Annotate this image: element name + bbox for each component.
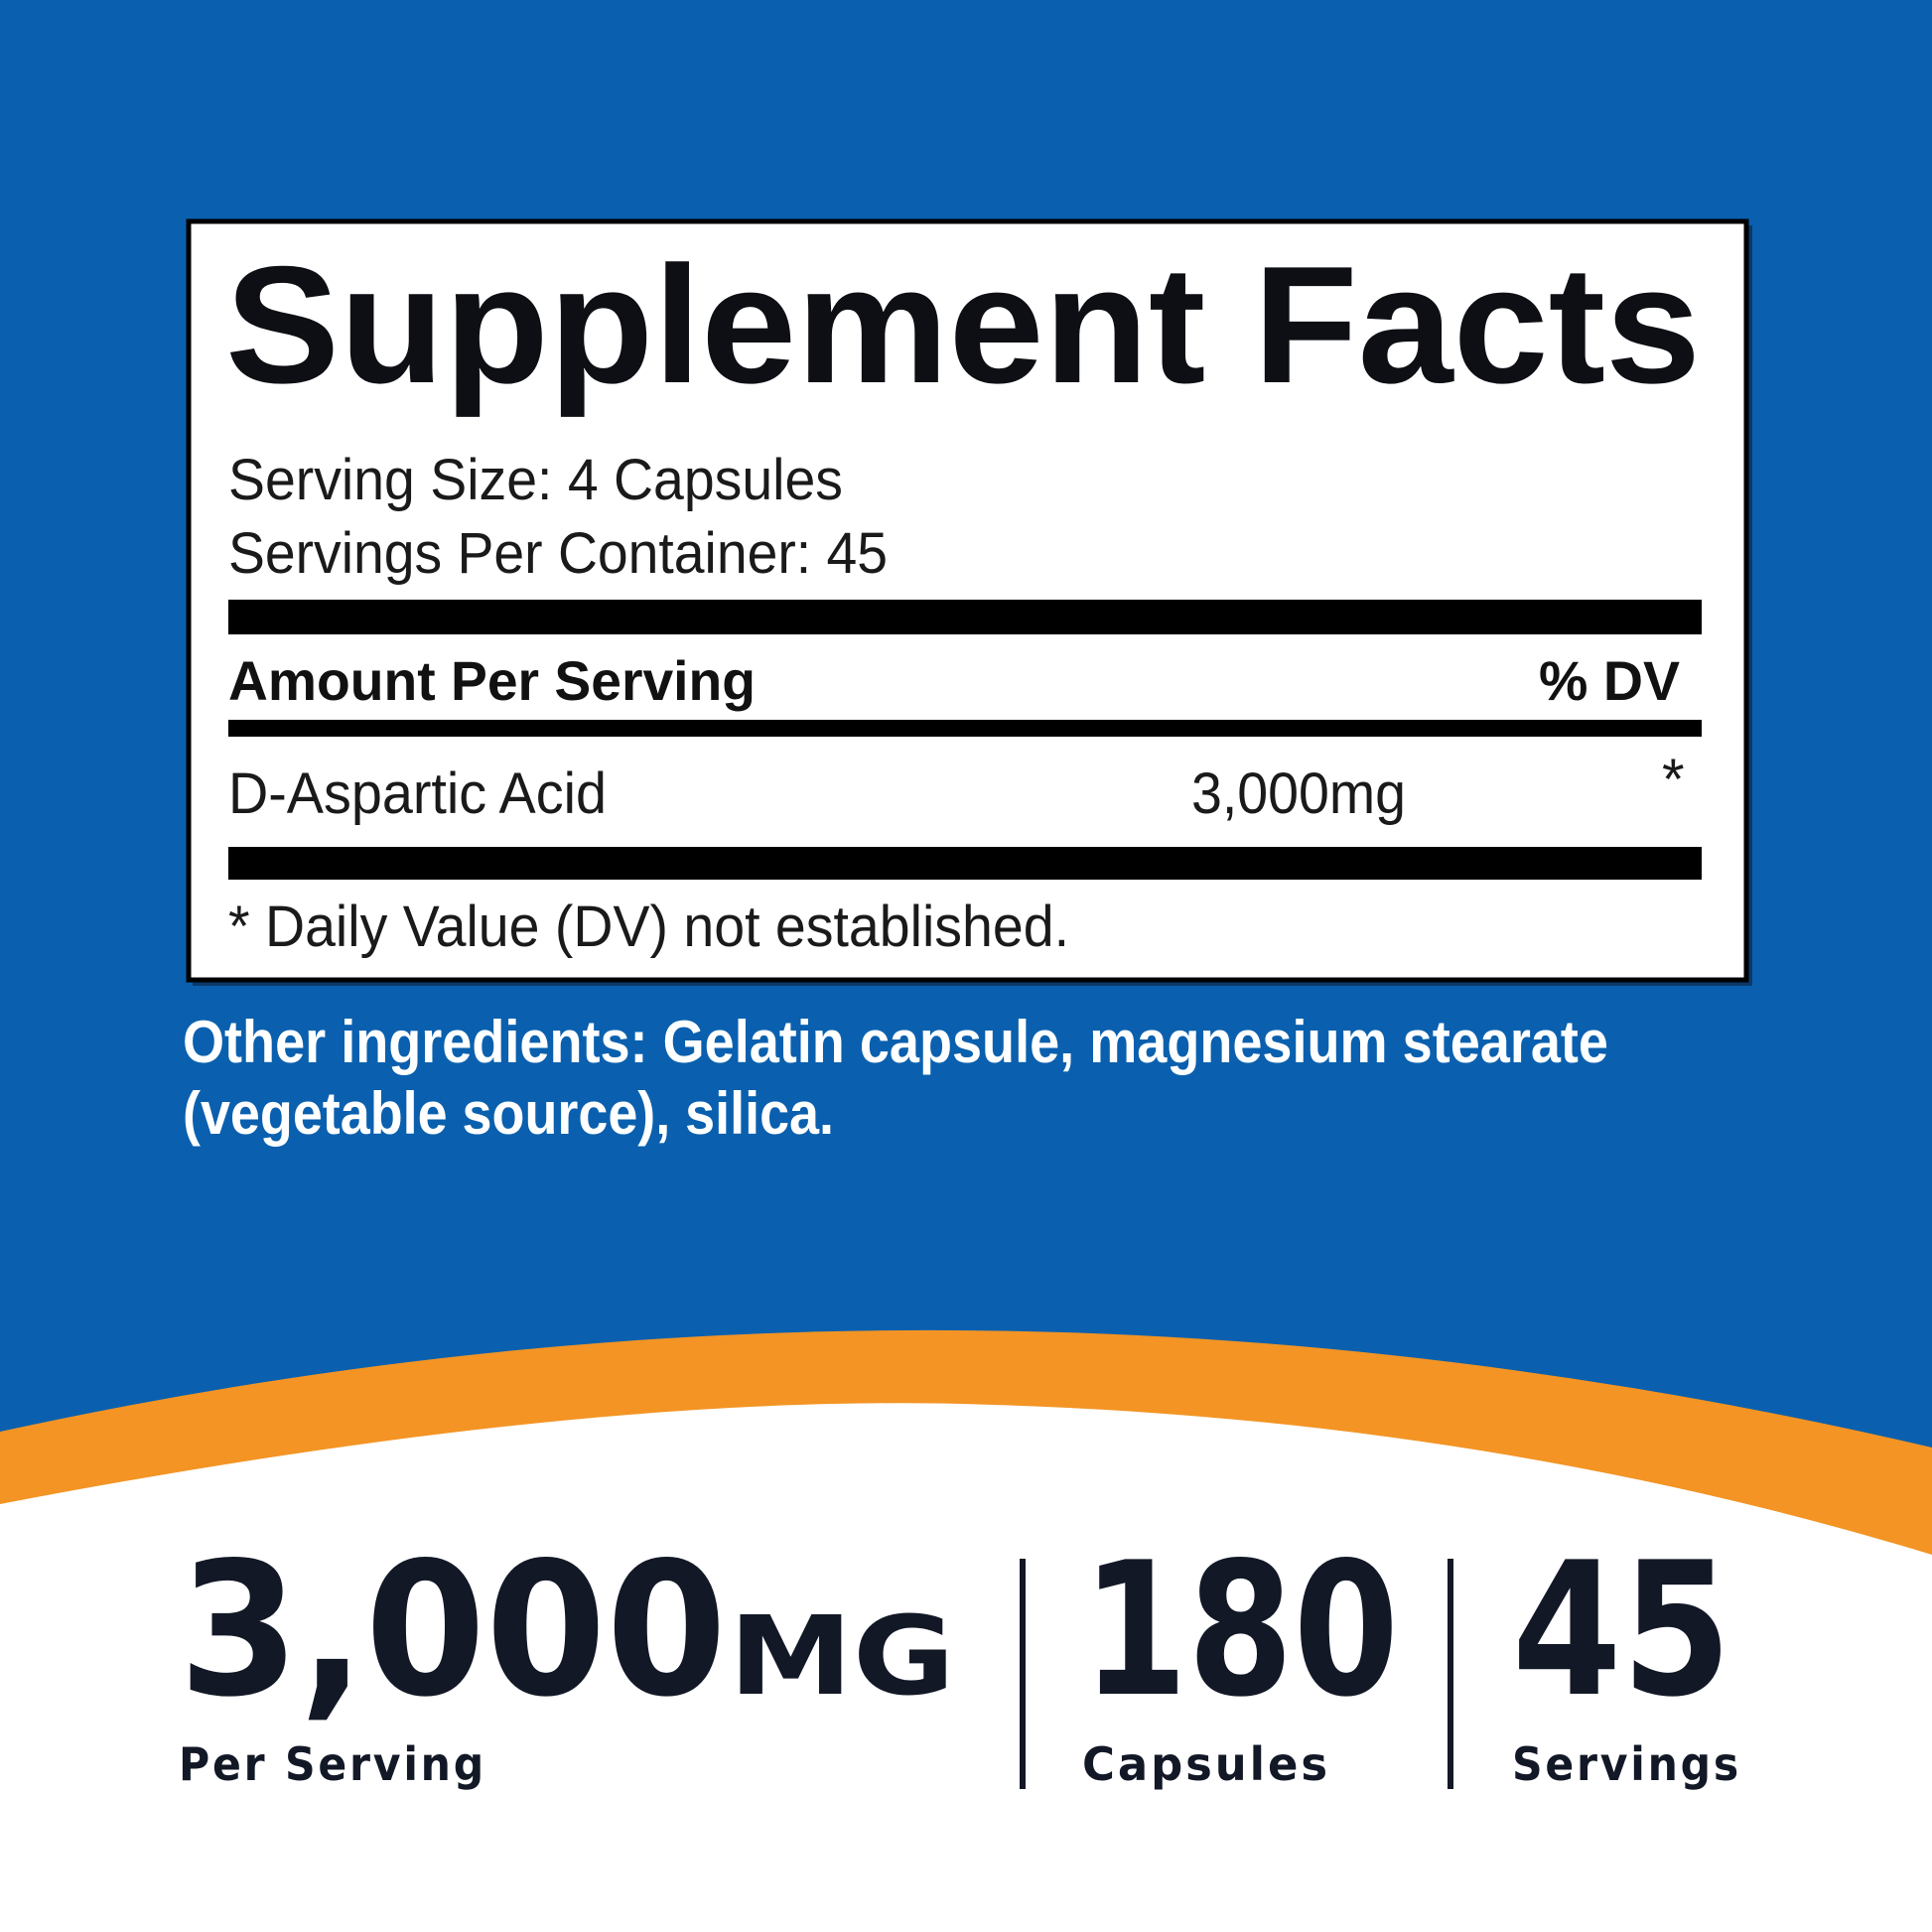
servings-value: 45 [1512, 1522, 1731, 1737]
ingredient-amount: 3,000mg [1191, 761, 1406, 826]
supplement-facts-panel: Supplement Facts Serving Size: 4 Capsule… [186, 218, 1752, 986]
medium-divider [228, 720, 1702, 737]
servings-label: Servings [1512, 1737, 1741, 1791]
white-bottom-area [0, 1403, 1932, 1932]
servings-per-container: Servings Per Container: 45 [228, 521, 888, 586]
dose-unit: MG [729, 1592, 955, 1720]
serving-size: Serving Size: 4 Capsules [228, 448, 843, 512]
thick-divider [228, 600, 1702, 634]
divider-1 [1020, 1559, 1026, 1789]
other-ingredients-line1: Other ingredients: Gelatin capsule, magn… [183, 1009, 1608, 1075]
highlights: 3,000 MG Per Serving 180 Capsules 45 Ser… [179, 1522, 1741, 1791]
ingredient-dv: * [1662, 748, 1685, 812]
dv-header: % DV [1539, 649, 1680, 712]
amount-per-serving-header: Amount Per Serving [228, 649, 756, 712]
ingredient-name: D-Aspartic Acid [228, 761, 607, 826]
thick-divider-bottom [228, 847, 1702, 880]
footnote: * Daily Value (DV) not established. [228, 895, 1069, 959]
facts-title: Supplement Facts [225, 231, 1701, 418]
capsules-value: 180 [1082, 1522, 1399, 1737]
capsules-label: Capsules [1082, 1737, 1330, 1791]
dose-value: 3,000 [179, 1522, 727, 1737]
dose-label: Per Serving [179, 1737, 486, 1791]
divider-2 [1448, 1559, 1453, 1789]
other-ingredients-line2: (vegetable source), silica. [183, 1080, 834, 1147]
